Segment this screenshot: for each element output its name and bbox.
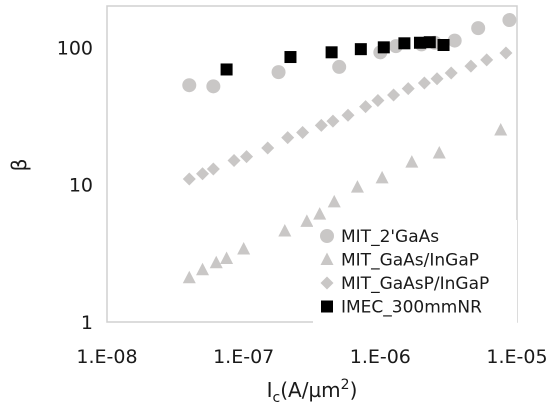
data-point [387,88,401,102]
data-point [437,39,450,52]
data-point [326,114,340,128]
data-point [206,79,221,94]
series-triangle [182,123,508,284]
legend-label: MIT_2'GaAs [341,227,439,247]
y-axis-ticks: 1 10 100 [57,37,93,334]
data-point [398,37,411,50]
data-point [464,59,478,73]
legend-marker [320,276,334,290]
data-point [494,123,508,136]
data-point [332,59,347,74]
series-square [220,36,450,76]
data-point [377,41,390,54]
data-point [284,51,297,64]
legend-marker [321,300,333,313]
x-axis-ticks: 1.E-08 1.E-07 1.E-06 1.E-05 [76,346,547,368]
y-tick-label: 100 [57,37,93,59]
data-point [413,36,426,49]
data-point [447,33,462,48]
data-point [371,94,385,108]
data-point [359,100,373,114]
data-point [444,66,458,80]
data-point [300,214,314,227]
y-tick-label: 1 [81,312,93,334]
data-point [220,251,234,264]
data-point [209,255,223,269]
data-point [261,141,275,155]
data-point [206,162,220,176]
x-tick-label: 1.E-07 [213,346,274,368]
data-point [278,223,292,237]
data-point [296,125,310,139]
data-point [314,118,328,132]
legend-item: MIT_GaAs/InGaP [320,251,479,271]
data-point [401,82,415,96]
data-point [182,78,197,93]
x-axis-title-subscript: c [273,390,281,406]
x-axis-title-unit: (A/µm [280,378,340,402]
legend-item: MIT_GaAsP/InGaP [320,274,489,294]
data-point [354,43,367,56]
data-point [405,155,419,168]
data-point [417,76,431,90]
data-point [480,53,494,67]
data-point [220,63,233,76]
data-point [350,180,364,193]
data-point [271,65,286,80]
legend-box [313,220,517,324]
series-diamond [182,46,513,186]
legend-label: IMEC_300mmNR [341,298,482,318]
data-markers [182,13,517,284]
x-tick-label: 1.E-08 [76,346,137,368]
x-axis-title-close: ) [350,378,358,402]
data-point [227,153,241,167]
x-tick-label: 1.E-06 [350,346,411,368]
legend-marker [320,229,334,243]
data-point [502,13,517,28]
x-axis-title-superscript: 2 [341,377,350,393]
data-point [327,194,341,208]
plot-frame [106,5,518,323]
legend-marker [320,252,334,265]
legend-label: MIT_GaAsP/InGaP [341,274,489,294]
y-axis-title: β [7,159,31,172]
data-point [196,262,210,276]
legend-item: MIT_2'GaAs [320,227,439,247]
data-point [499,46,513,60]
data-point [430,72,444,86]
data-point [196,167,210,181]
data-point [182,172,196,186]
data-point [432,146,446,159]
data-point [240,150,254,164]
data-point [313,207,327,220]
legend: MIT_2'GaAs MIT_GaAs/InGaP MIT_GaAsP/InGaP I… [320,227,489,318]
legend-label: MIT_GaAs/InGaP [341,251,479,271]
data-point [237,242,251,255]
data-point [182,270,196,284]
data-point [375,170,389,184]
data-point [341,108,355,122]
data-point [423,36,436,49]
x-axis-title: Ic(A/µm2) [267,377,358,406]
x-axis-title-main: I [267,378,273,402]
data-point [281,131,295,145]
x-tick-label: 1.E-05 [486,346,547,368]
legend-item: IMEC_300mmNR [321,298,482,318]
data-point [471,21,486,36]
y-tick-label: 10 [69,175,93,197]
data-point [325,46,338,59]
series-circle [182,13,517,94]
